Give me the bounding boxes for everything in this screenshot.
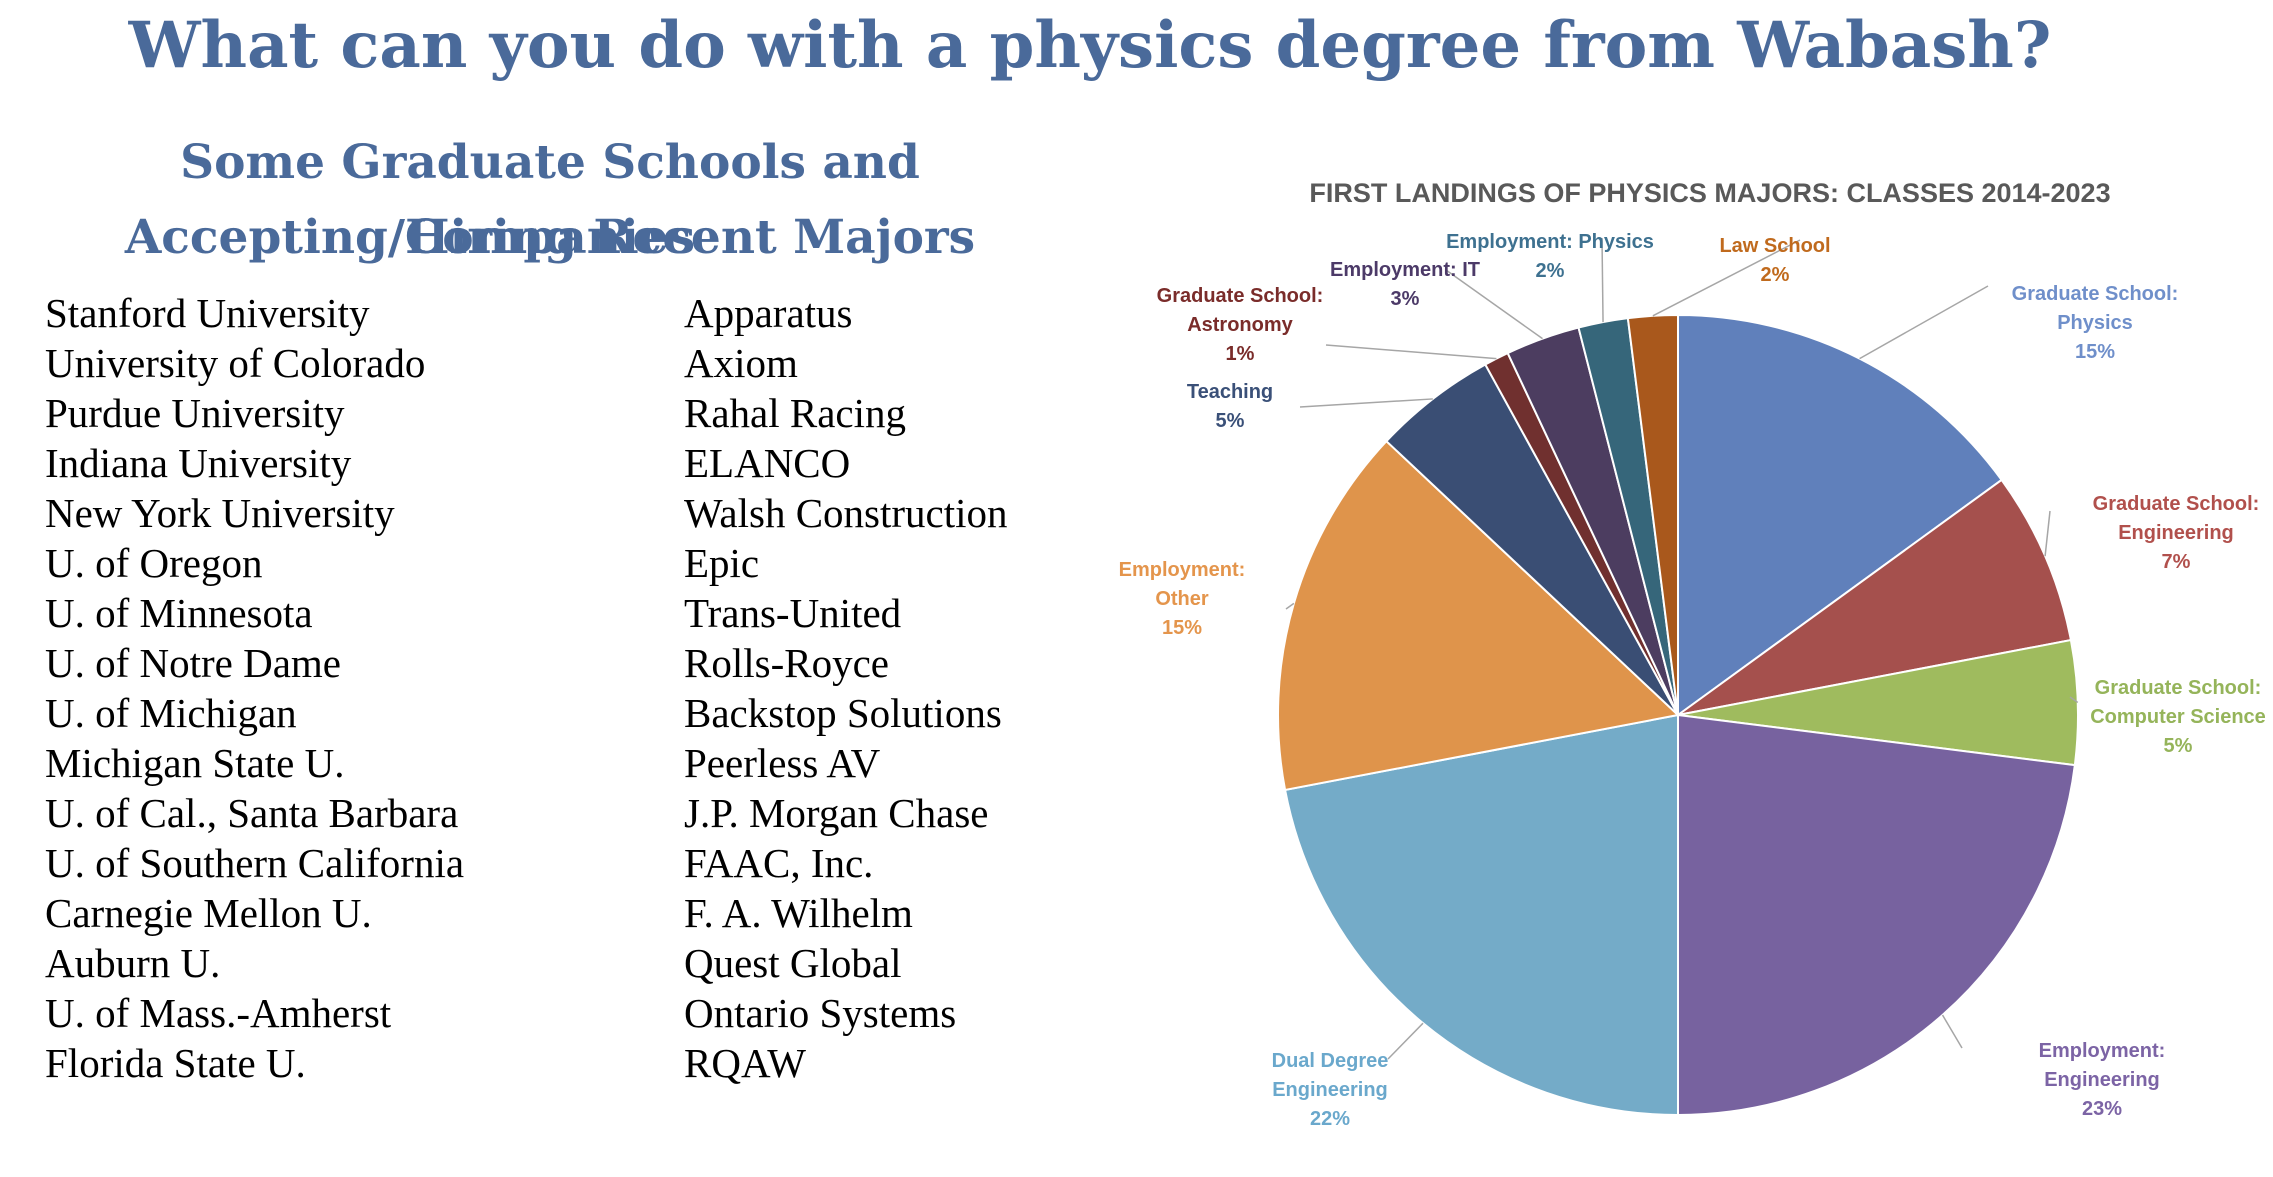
slice-label-line: Graduate School:: [2095, 677, 2262, 699]
company-item: Trans-United: [684, 590, 902, 636]
school-item: U. of Minnesota: [45, 590, 313, 636]
pie-slice: [1677, 478, 2073, 716]
slice-label-line: Employment: Physics: [1446, 231, 1654, 253]
school-item: U. of Cal., Santa Barbara: [45, 790, 459, 836]
school-item: Auburn U.: [45, 940, 221, 986]
school-item: New York University: [45, 490, 395, 536]
slice-percent: 2%: [1536, 260, 1565, 282]
school-item: Indiana University: [45, 440, 352, 486]
company-item: Axiom: [684, 340, 798, 386]
leader-line: [1859, 285, 1989, 360]
pie-slice: [1277, 439, 1681, 792]
slice-label-line: Employment: IT: [1330, 259, 1480, 281]
slice-label-line: Teaching: [1187, 381, 1273, 403]
company-item: RQAW: [684, 1040, 806, 1086]
slice-percent: 15%: [2075, 341, 2115, 363]
company-item: Ontario Systems: [684, 990, 957, 1036]
pie-slice: [1677, 313, 2004, 717]
leader-line: [1285, 602, 1295, 610]
slice-percent: 22%: [1310, 1108, 1350, 1130]
company-item: J.P. Morgan Chase: [684, 790, 989, 836]
slice-label: Employment: Physics 2%: [1446, 231, 1654, 282]
company-item: FAAC, Inc.: [684, 840, 874, 886]
leader-line: [1325, 344, 1497, 360]
slice-percent: 15%: [1162, 617, 1202, 639]
slice-label: Graduate School: Engineering 7%: [2093, 493, 2260, 573]
chart-title: FIRST LANDINGS OF PHYSICS MAJORS: CLASSE…: [1309, 178, 2110, 208]
leader-line: [1445, 269, 1543, 340]
pie-chart: FIRST LANDINGS OF PHYSICS MAJORS: CLASSE…: [1119, 178, 2266, 1130]
subtitle-line-2: Accepting/Hiring Recent Majors: [124, 210, 976, 265]
slice-percent: 5%: [1216, 410, 1245, 432]
company-item: F. A. Wilhelm: [684, 890, 913, 936]
leader-line: [1941, 1014, 1963, 1049]
slice-label: Teaching 5%: [1187, 381, 1273, 432]
slice-label: Employment: IT 3%: [1330, 259, 1480, 310]
school-item: Michigan State U.: [45, 740, 345, 786]
school-item: U. of Oregon: [45, 540, 263, 586]
page-title: What can you do with a physics degree fr…: [128, 8, 2052, 83]
school-item: U. of Mass.-Amherst: [45, 990, 392, 1036]
company-item: Rolls-Royce: [684, 640, 889, 686]
leader-line: [1299, 398, 1433, 408]
slice-label-line: Engineering: [2118, 522, 2234, 544]
slice-label: Employment: Engineering 23%: [2039, 1040, 2166, 1120]
graduate-schools-list: Stanford University University of Colora…: [45, 288, 464, 1088]
company-item: Quest Global: [684, 940, 902, 986]
pie-slices: [1277, 313, 2079, 1117]
slice-percent: 23%: [2082, 1098, 2122, 1120]
school-item: Florida State U.: [45, 1040, 306, 1086]
slice-label-line: Computer Science: [2090, 706, 2266, 728]
slice-label-line: Law School: [1719, 235, 1830, 257]
slice-label-line: Dual Degree: [1272, 1050, 1389, 1072]
school-item: University of Colorado: [45, 340, 426, 386]
school-item: U. of Michigan: [45, 690, 297, 736]
pie-slice: [1677, 713, 2076, 1117]
leader-line: [2069, 696, 2079, 704]
company-item: Walsh Construction: [684, 490, 1008, 536]
slice-label: Law School 2%: [1719, 235, 1830, 286]
company-item: Backstop Solutions: [684, 690, 1002, 736]
leader-line: [1652, 239, 1801, 317]
slice-percent: 7%: [2162, 551, 2191, 573]
slice-percent: 2%: [1761, 264, 1790, 286]
company-item: Rahal Racing: [684, 390, 907, 436]
slice-percent: 1%: [1226, 343, 1255, 365]
school-item: Stanford University: [45, 290, 370, 336]
company-item: ELANCO: [684, 440, 851, 486]
school-item: Purdue University: [45, 390, 345, 436]
slice-label-line: Other: [1155, 588, 1209, 610]
slice-label-line: Physics: [2057, 312, 2133, 334]
slice-label: Dual Degree Engineering 22%: [1272, 1050, 1389, 1130]
slice-labels: Graduate School: Physics 15%Graduate Schoo…: [1119, 231, 2266, 1130]
slice-label-line: Engineering: [2044, 1069, 2160, 1091]
slice-label-line: Graduate School:: [2012, 283, 2179, 305]
slice-label: Graduate School: Physics 15%: [2012, 283, 2179, 363]
leader-line: [2044, 510, 2051, 557]
slice-percent: 5%: [2164, 735, 2193, 757]
slice-percent: 3%: [1391, 288, 1420, 310]
leader-line: [1387, 1022, 1424, 1060]
leader-lines: [1285, 237, 2079, 1060]
slice-label-line: Engineering: [1272, 1079, 1388, 1101]
companies-list: Apparatus Axiom Rahal Racing ELANCO Wals…: [684, 288, 1008, 1088]
subtitle-line-1: Some Graduate Schools and Companies: [180, 135, 920, 265]
company-item: Peerless AV: [684, 740, 881, 786]
slice-label-line: Astronomy: [1187, 314, 1293, 336]
slice-label-line: Employment:: [1119, 559, 1246, 581]
slice-label: Graduate School: Computer Science 5%: [2090, 677, 2266, 757]
leader-line: [1601, 237, 1604, 323]
slice-label: Employment: Other 15%: [1119, 559, 1246, 639]
school-item: U. of Southern California: [45, 840, 465, 886]
slice-label-line: Graduate School:: [1157, 285, 1324, 307]
slice-label: Graduate School: Astronomy 1%: [1157, 285, 1324, 365]
company-item: Epic: [684, 540, 760, 586]
slice-label-line: Employment:: [2039, 1040, 2166, 1062]
company-item: Apparatus: [684, 290, 853, 336]
slice-label-line: Graduate School:: [2093, 493, 2260, 515]
school-item: U. of Notre Dame: [45, 640, 342, 686]
school-item: Carnegie Mellon U.: [45, 890, 372, 936]
